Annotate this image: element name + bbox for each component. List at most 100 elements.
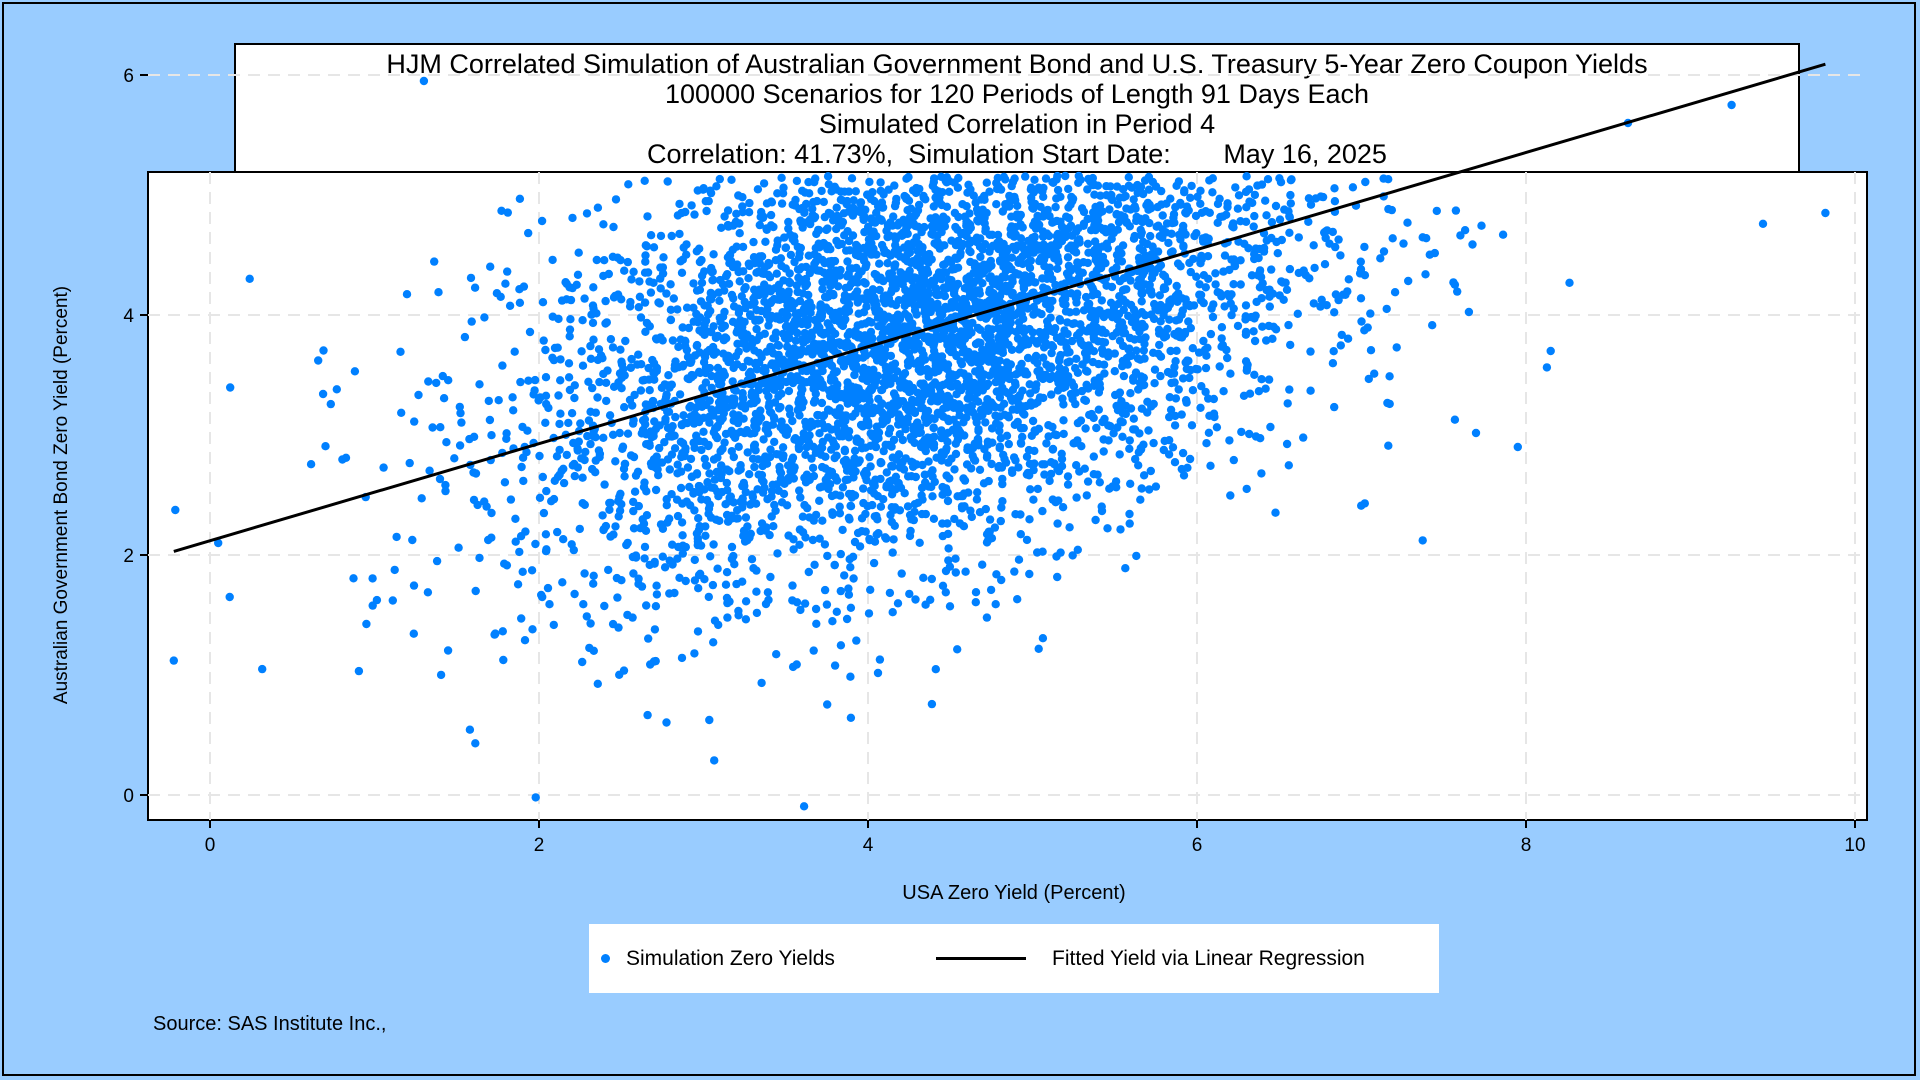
scatter-point bbox=[1092, 324, 1102, 333]
scatter-point bbox=[740, 297, 749, 307]
scatter-point bbox=[601, 378, 611, 387]
scatter-point bbox=[857, 320, 866, 329]
scatter-point bbox=[1282, 285, 1292, 294]
scatter-point bbox=[995, 338, 1005, 347]
scatter-point bbox=[1223, 353, 1232, 363]
scatter-point bbox=[515, 547, 524, 557]
scatter-point bbox=[772, 269, 781, 278]
scatter-point bbox=[784, 217, 793, 227]
scatter-point bbox=[634, 303, 643, 312]
scatter-point bbox=[886, 408, 895, 418]
scatter-point bbox=[850, 370, 859, 380]
scatter-point bbox=[1089, 452, 1099, 461]
x-tick-label: 0 bbox=[205, 835, 216, 856]
scatter-point bbox=[877, 385, 886, 395]
scatter-point bbox=[988, 400, 997, 409]
scatter-point bbox=[1016, 210, 1025, 220]
scatter-point bbox=[663, 407, 672, 416]
scatter-point bbox=[1321, 233, 1330, 243]
scatter-point bbox=[974, 437, 983, 446]
scatter-point bbox=[1001, 251, 1010, 260]
scatter-point bbox=[788, 581, 797, 590]
scatter-point bbox=[904, 322, 913, 331]
scatter-point bbox=[1150, 379, 1159, 388]
scatter-point bbox=[554, 391, 563, 400]
scatter-point bbox=[876, 502, 886, 511]
scatter-point bbox=[565, 332, 574, 341]
scatter-point bbox=[861, 262, 870, 272]
scatter-point bbox=[1090, 224, 1099, 234]
scatter-point bbox=[750, 428, 759, 438]
scatter-point bbox=[1279, 295, 1288, 304]
scatter-point bbox=[943, 519, 952, 528]
scatter-point bbox=[676, 335, 685, 344]
scatter-point bbox=[1018, 409, 1028, 418]
scatter-point bbox=[749, 398, 759, 408]
scatter-point bbox=[798, 366, 807, 375]
scatter-point bbox=[1089, 347, 1099, 356]
scatter-point bbox=[1267, 218, 1277, 227]
scatter-point bbox=[717, 379, 726, 389]
scatter-point bbox=[801, 274, 811, 284]
scatter-point bbox=[1013, 334, 1023, 343]
scatter-point bbox=[857, 514, 867, 523]
scatter-point bbox=[1194, 348, 1204, 357]
scatter-point bbox=[1116, 525, 1125, 534]
scatter-point bbox=[1049, 178, 1058, 187]
scatter-point bbox=[831, 490, 840, 499]
scatter-point bbox=[624, 180, 633, 189]
scatter-point bbox=[922, 265, 932, 274]
scatter-point bbox=[773, 295, 782, 304]
scatter-point bbox=[885, 269, 894, 278]
scatter-point bbox=[681, 444, 690, 453]
scatter-point bbox=[733, 514, 742, 523]
scatter-point bbox=[927, 574, 936, 584]
scatter-point bbox=[598, 354, 607, 363]
scatter-point bbox=[354, 666, 364, 676]
scatter-point bbox=[541, 530, 551, 539]
scatter-point bbox=[396, 347, 405, 356]
scatter-point bbox=[971, 588, 981, 597]
grid-lines bbox=[148, 74, 1867, 820]
scatter-point bbox=[716, 447, 725, 456]
scatter-point bbox=[1112, 483, 1121, 492]
scatter-point bbox=[766, 445, 775, 454]
scatter-point bbox=[785, 334, 794, 343]
scatter-point bbox=[500, 478, 510, 487]
scatter-point bbox=[811, 174, 820, 183]
scatter-point bbox=[1098, 417, 1107, 427]
scatter-point bbox=[786, 410, 795, 419]
scatter-point bbox=[904, 380, 914, 389]
scatter-point bbox=[811, 604, 821, 614]
scatter-point bbox=[971, 198, 980, 207]
scatter-point bbox=[480, 313, 489, 322]
scatter-point bbox=[862, 469, 871, 478]
scatter-point bbox=[668, 336, 678, 345]
scatter-point bbox=[1105, 205, 1114, 214]
scatter-point bbox=[1086, 306, 1096, 315]
scatter-point bbox=[1010, 310, 1020, 319]
scatter-point bbox=[1251, 244, 1261, 253]
scatter-point bbox=[564, 359, 574, 368]
scatter-point bbox=[471, 586, 480, 596]
scatter-point bbox=[867, 229, 876, 238]
scatter-point bbox=[1046, 303, 1055, 312]
scatter-point bbox=[1015, 345, 1024, 354]
scatter-point bbox=[652, 335, 661, 344]
scatter-point bbox=[890, 201, 900, 211]
scatter-point bbox=[573, 446, 582, 455]
scatter-point bbox=[589, 283, 598, 292]
scatter-point bbox=[713, 453, 722, 462]
scatter-point bbox=[715, 174, 724, 184]
scatter-point bbox=[974, 217, 983, 226]
scatter-point bbox=[1033, 398, 1042, 407]
scatter-point bbox=[368, 601, 377, 610]
scatter-point bbox=[1025, 569, 1034, 579]
scatter-point bbox=[689, 279, 698, 288]
scatter-point bbox=[942, 268, 951, 277]
scatter-point bbox=[1218, 212, 1228, 221]
scatter-point bbox=[927, 699, 937, 709]
scatter-point bbox=[874, 428, 884, 437]
scatter-point bbox=[953, 645, 962, 654]
scatter-point bbox=[794, 273, 803, 282]
